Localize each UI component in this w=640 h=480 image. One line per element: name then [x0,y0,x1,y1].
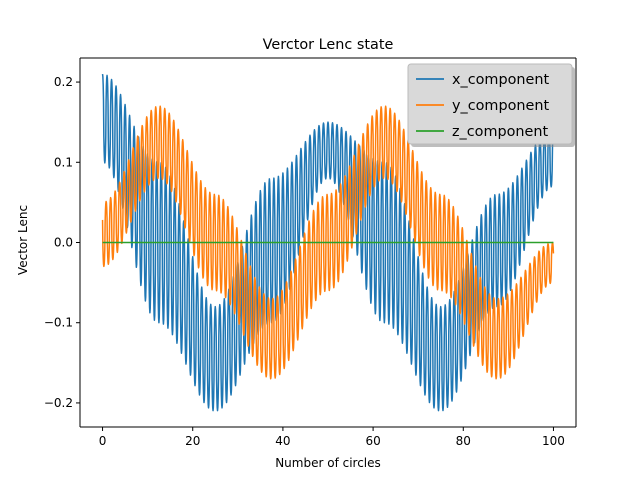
legend-label-y_component: y_component [452,98,549,114]
y-tick-label: 0.0 [54,236,73,250]
x-tick-label: 100 [542,434,565,448]
y-tick-label: −0.2 [44,396,73,410]
x-tick-label: 40 [275,434,290,448]
x-tick-label: 20 [185,434,200,448]
x-tick-label: 80 [456,434,471,448]
series-x_component [101,73,555,412]
x-axis-label: Number of circles [275,456,381,470]
x-tick-label: 60 [365,434,380,448]
x-tick-label: 0 [99,434,107,448]
y-tick-label: −0.1 [44,316,73,330]
legend-label-z_component: z_component [452,124,549,140]
axes-layer: 0 20 40 60 80 100 −0.2 −0.1 0.0 0.1 0.2 [44,57,577,448]
series-layer [101,73,555,412]
y-tick-label: 0.2 [54,75,73,89]
legend-label-x_component: x_component [452,72,549,88]
legend-box [407,63,573,145]
legend: x_component y_component z_component [407,63,575,147]
y-tick-label: 0.1 [54,155,73,169]
series-y_component [101,105,555,380]
series-line-y_component [101,105,555,380]
y-axis-label: Vector Lenc [16,205,30,275]
series-line-x_component [101,73,555,412]
chart-title: Verctor Lenc state [263,37,394,53]
